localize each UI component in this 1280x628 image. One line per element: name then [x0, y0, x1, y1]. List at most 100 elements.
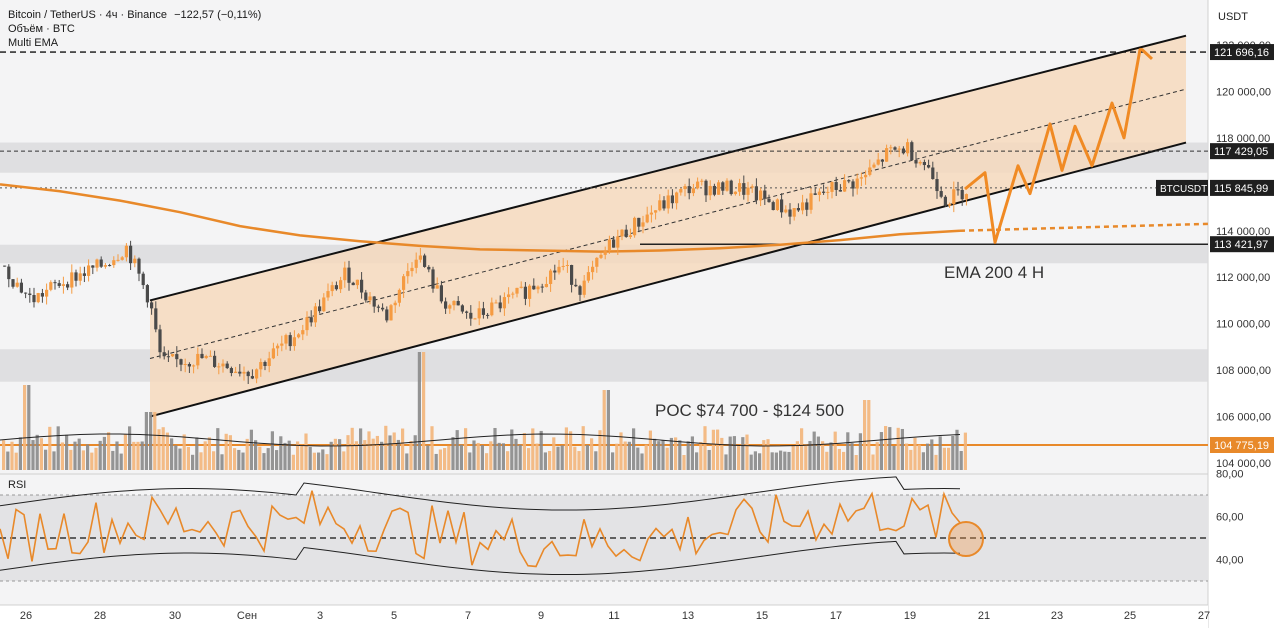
- volume-bar: [955, 429, 959, 470]
- candle-body: [532, 285, 536, 290]
- time-tick-label: 28: [94, 610, 106, 622]
- candle-body: [108, 265, 112, 267]
- candle-body: [507, 294, 511, 298]
- volume-bar: [695, 452, 699, 470]
- candle-body: [910, 142, 914, 161]
- volume-bar: [825, 451, 829, 470]
- volume-bar: [375, 435, 379, 470]
- candle-body: [767, 198, 771, 203]
- volume-bar: [821, 441, 825, 470]
- volume-bar: [741, 437, 745, 470]
- volume-bar: [459, 444, 463, 470]
- volume-bar: [543, 452, 547, 470]
- candle-body: [364, 292, 368, 301]
- volume-bar: [140, 441, 144, 470]
- volume-bar: [556, 446, 560, 470]
- candle-body: [61, 284, 65, 286]
- price-badge-label: 115 845,99: [1214, 183, 1268, 195]
- candle-body: [355, 279, 359, 286]
- channel-lower-line: [149, 141, 1187, 418]
- volume-bar: [598, 430, 602, 470]
- candle-body: [948, 204, 952, 206]
- candle-body: [763, 190, 767, 199]
- candle-body: [242, 371, 246, 374]
- candle-body: [637, 217, 641, 227]
- symbol-title[interactable]: Bitcoin / TetherUS · 4ч · Binance: [8, 9, 167, 21]
- volume-bar: [879, 432, 883, 470]
- candle-body: [439, 285, 443, 302]
- volume-bar: [766, 439, 770, 470]
- candle-body: [133, 258, 137, 264]
- volume-bar: [279, 436, 283, 470]
- candle-body: [95, 259, 99, 268]
- volume-bar: [753, 451, 757, 470]
- rsi-label: RSI: [8, 479, 26, 491]
- candle-body: [591, 266, 595, 273]
- price-badge: [1210, 436, 1274, 453]
- volume-bar: [548, 450, 552, 470]
- candle-body: [519, 286, 523, 288]
- candle-body: [297, 334, 301, 338]
- price-badge: [1210, 143, 1274, 160]
- volume-bar: [417, 352, 421, 470]
- candles: [3, 138, 968, 384]
- volume-bar: [627, 441, 631, 470]
- volume-bar: [182, 434, 186, 470]
- candle-body: [712, 185, 716, 195]
- candle-body: [292, 337, 296, 347]
- candle-body: [700, 180, 704, 182]
- price-badge-label: 121 696,16: [1214, 47, 1269, 59]
- volume-bar: [867, 400, 871, 470]
- candle-body: [633, 217, 637, 236]
- ema200-line: [0, 183, 961, 253]
- candle-body: [918, 161, 922, 164]
- candle-body: [927, 165, 931, 168]
- volume-bar: [237, 449, 241, 470]
- candle-body: [788, 209, 792, 217]
- volume-indicator-label[interactable]: Объём · BTC: [8, 23, 75, 35]
- candle-body: [129, 245, 133, 264]
- volume-bar: [808, 441, 812, 470]
- candle-body: [183, 363, 187, 365]
- volume-bar: [539, 430, 543, 470]
- volume-bar: [464, 428, 468, 470]
- candle-body: [225, 363, 229, 369]
- volume-bar: [60, 442, 64, 470]
- volume-bar: [615, 443, 619, 470]
- candle-body: [36, 293, 40, 303]
- time-axis-background: [0, 605, 1208, 628]
- legend-symbol-row[interactable]: Bitcoin / TetherUS · 4ч · Binance −122,5…: [8, 8, 261, 22]
- ema-indicator-label[interactable]: Multi EMA: [8, 37, 59, 49]
- time-tick-label: 26: [20, 610, 32, 622]
- volume-bar: [396, 439, 400, 470]
- candle-body: [641, 222, 645, 227]
- time-tick-label: 23: [1051, 610, 1063, 622]
- volume-bar: [745, 434, 749, 470]
- volume-bar: [468, 452, 472, 470]
- candle-body: [200, 353, 204, 359]
- volume-bar: [287, 440, 291, 470]
- candle-body: [960, 189, 964, 200]
- candle-body: [704, 180, 708, 196]
- volume-bar: [308, 446, 312, 470]
- candle-body: [549, 270, 553, 284]
- volume-bar: [77, 438, 81, 470]
- volume-bar: [451, 437, 455, 470]
- volume-bar: [413, 435, 417, 470]
- candle-body: [922, 161, 926, 166]
- volume-bar: [6, 451, 10, 470]
- candle-body: [544, 283, 548, 288]
- time-tick-label: 19: [904, 610, 916, 622]
- volume-bar: [270, 431, 274, 470]
- volume-bar: [69, 449, 73, 470]
- volume-bar: [455, 430, 459, 470]
- candle-body: [87, 265, 91, 276]
- candle-body: [343, 267, 347, 281]
- volume-bar: [514, 438, 518, 470]
- volume-bar: [888, 427, 892, 470]
- time-tick-label: 5: [391, 610, 397, 622]
- time-tick-label: 13: [682, 610, 694, 622]
- candle-body: [456, 300, 460, 306]
- volume-bar: [14, 452, 18, 470]
